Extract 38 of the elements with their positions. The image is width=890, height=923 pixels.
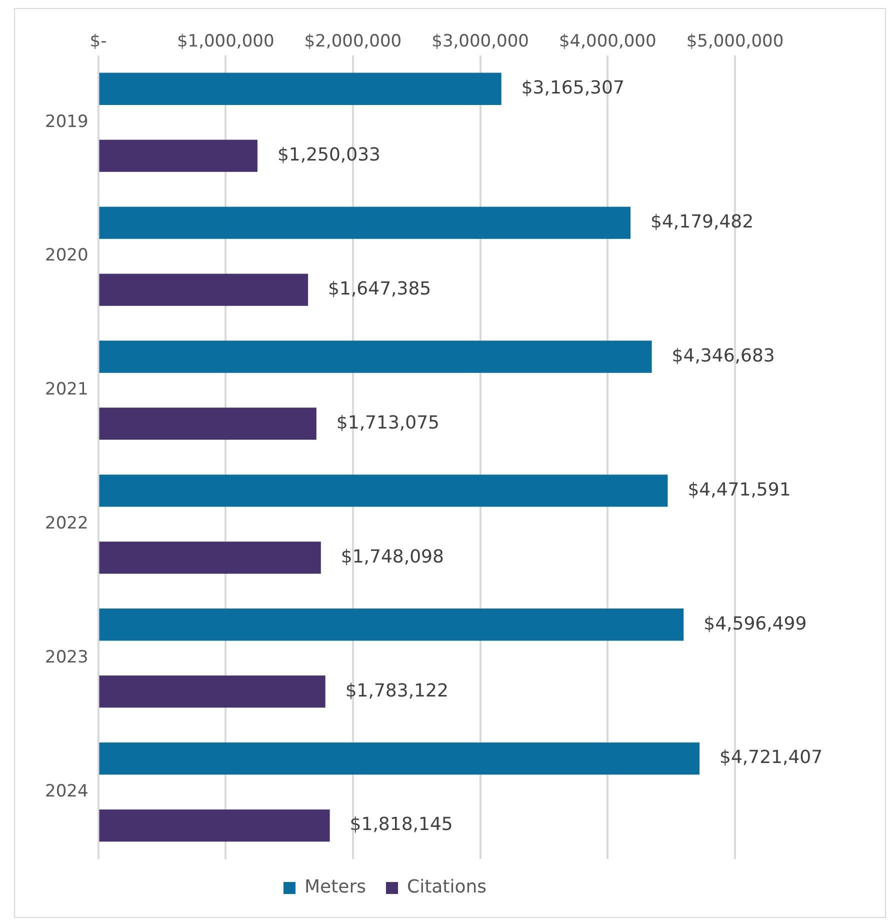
bar	[99, 340, 652, 373]
x-tick-label: $-	[90, 32, 107, 52]
y-tick-label: 2022	[45, 514, 88, 534]
data-label: $4,471,591	[688, 479, 791, 500]
legend-label: Meters	[304, 876, 366, 898]
data-label: $4,179,482	[650, 211, 754, 232]
data-label: $1,818,145	[350, 814, 453, 836]
bar	[99, 474, 668, 507]
data-label: $1,250,033	[277, 144, 381, 166]
data-label: $1,748,098	[340, 546, 444, 568]
data-label: $4,596,499	[704, 613, 807, 634]
y-tick-label: 2023	[45, 648, 88, 668]
x-tick-label: $5,000,000	[686, 32, 784, 52]
y-tick-label: 2019	[45, 112, 88, 132]
bar	[99, 72, 502, 105]
data-label: $1,783,122	[345, 680, 448, 702]
bar	[99, 676, 326, 708]
bar	[99, 206, 631, 239]
bar	[99, 408, 316, 440]
x-tick-label: $2,000,000	[304, 32, 402, 52]
y-tick-label: 2020	[45, 246, 88, 266]
data-label: $4,721,407	[720, 747, 823, 768]
y-tick-label: 2021	[45, 380, 88, 400]
data-label: $1,713,075	[336, 412, 440, 434]
bar	[99, 274, 308, 306]
bar	[99, 742, 700, 775]
data-label: $1,647,385	[328, 278, 432, 300]
y-tick-label: 2024	[45, 781, 88, 802]
data-label: $3,165,307	[521, 78, 624, 99]
bar	[99, 809, 330, 842]
bar	[99, 542, 321, 574]
legend-label: Citations	[407, 876, 487, 898]
x-tick-label: $4,000,000	[558, 32, 656, 52]
bar	[99, 140, 258, 172]
data-label: $4,346,683	[672, 345, 775, 366]
bar	[99, 608, 684, 641]
x-tick-label: $3,000,000	[432, 32, 529, 52]
x-tick-label: $1,000,000	[176, 32, 274, 52]
